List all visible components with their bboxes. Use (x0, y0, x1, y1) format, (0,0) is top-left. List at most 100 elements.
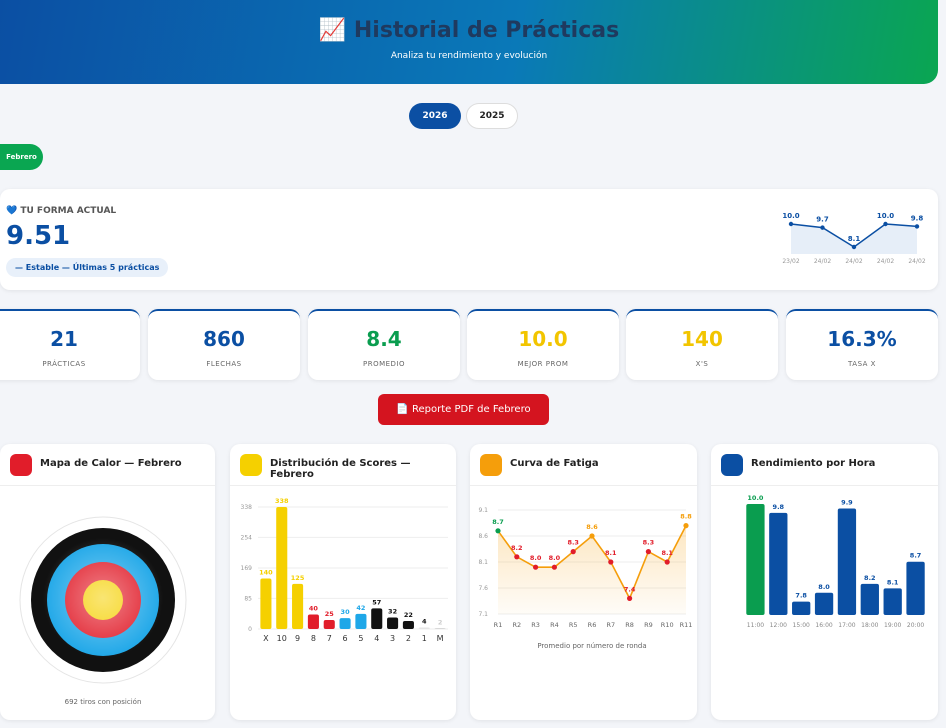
x-tick-label: 10 (277, 634, 287, 643)
point (533, 564, 539, 570)
bar (371, 608, 383, 629)
month-pill[interactable]: Febrero (0, 144, 43, 170)
stat-label: X'S (695, 360, 709, 368)
y-tick-label: 7.1 (478, 611, 488, 618)
point (514, 554, 520, 560)
chart-title: Mapa de Calor — Febrero (40, 458, 182, 469)
value-label: 42 (356, 604, 365, 612)
divider (230, 485, 456, 486)
point (851, 244, 857, 250)
chart-card: Distribución de Scores — Febrero 0 85 169 25… (230, 444, 456, 720)
x-tick-label: 4 (374, 634, 379, 643)
form-label-text: TU FORMA ACTUAL (20, 206, 117, 216)
x-tick-label: R6 (588, 621, 597, 629)
y-tick-label: 8.6 (478, 533, 488, 540)
bar (860, 583, 879, 615)
chart-card: Curva de Fatiga 7.1 7.6 8.1 8.6 9.1 8.7 R1 8.2 R2… (470, 444, 697, 720)
bar (769, 512, 788, 615)
value-label: 8.0 (549, 554, 561, 562)
y-tick-label: 0 (248, 626, 252, 633)
stat-card: 8.4 PROMEDIO (308, 309, 460, 380)
point (788, 221, 794, 227)
bar (339, 618, 351, 629)
x-tick-label: 11:00 (747, 622, 764, 629)
y-tick-label: 169 (241, 565, 253, 572)
x-tick-label: R1 (494, 621, 503, 629)
bar (307, 614, 319, 629)
value-label: 7.8 (795, 592, 807, 600)
chart: 10.0 11:00 9.8 12:00 7.8 15:00 8.0 16:00 9.9 17:0… (746, 494, 925, 629)
value-label: 22 (404, 611, 413, 619)
value-label: 140 (259, 568, 273, 576)
bar (355, 613, 367, 629)
bar (883, 588, 902, 615)
value-label: 8.8 (680, 513, 692, 521)
bar (814, 592, 834, 615)
point (551, 564, 557, 570)
point (608, 559, 614, 565)
bar (402, 621, 414, 629)
x-tick-label: R3 (531, 621, 540, 629)
x-tick-label: 6 (343, 634, 348, 643)
value-label: 10.0 (747, 494, 764, 502)
stat-label: MEJOR PROM (517, 360, 569, 368)
form-value: 9.51 (6, 221, 71, 251)
bar (418, 627, 430, 629)
icon (240, 454, 262, 476)
y-tick-label: 338 (241, 504, 253, 511)
x-tick-label: 23/02 (782, 258, 799, 265)
stat-card: 21 PRÁCTICAS (0, 309, 140, 380)
x-tick-label: 17:00 (838, 622, 855, 629)
pdf-button-text: Reporte PDF de Febrero (412, 404, 531, 415)
stat-card: 16.3% TASA X (786, 309, 938, 380)
value-label: 8.1 (661, 549, 673, 557)
point (683, 523, 689, 529)
value-label: 9.9 (841, 498, 853, 506)
value-label: 32 (388, 607, 397, 615)
year-button[interactable]: 2025 (466, 103, 518, 129)
stat-label: FLECHAS (206, 360, 242, 368)
stat-label: PRÁCTICAS (42, 360, 86, 368)
value-label: 8.1 (848, 235, 861, 243)
stat-value: 860 (203, 327, 245, 351)
value-label: 9.8 (773, 503, 785, 511)
x-tick-label: 18:00 (861, 622, 878, 629)
value-label: 7.4 (624, 585, 636, 593)
stat-label: TASA X (848, 360, 876, 368)
value-label: 8.3 (643, 539, 655, 547)
point (820, 225, 825, 230)
y-tick-label: 9.1 (478, 507, 488, 514)
x-tick-label: 2 (406, 634, 411, 643)
bar (837, 508, 857, 615)
icon (480, 454, 502, 476)
x-tick-label: 24/02 (908, 258, 925, 265)
value-label: 8.3 (567, 539, 579, 547)
bar (387, 617, 399, 629)
divider (0, 485, 215, 486)
sparkline: 10.0 23/02 9.7 24/02 8.1 24/02 10.0 24/02 9.8 24/… (782, 212, 925, 265)
chart: 7.1 7.6 8.1 8.6 9.1 8.7 R1 8.2 R2 8.0 R3 8.0 R4 8.3 R5… (478, 507, 692, 650)
value-label: 8.1 (605, 549, 617, 557)
year-button[interactable]: 2026 (409, 103, 461, 129)
value-label: 57 (372, 598, 381, 606)
stat-card: 10.0 MEJOR PROM (467, 309, 619, 380)
x-tick-label: R5 (569, 621, 578, 629)
point (589, 533, 595, 539)
x-tick-label: M (437, 634, 444, 643)
pdf-button[interactable]: 📄 Reporte PDF de Febrero (378, 394, 549, 425)
chart-card: Mapa de Calor — Febrero 692 tiros con pos… (0, 444, 215, 720)
chart: 085169254338140X338101259408257306425574… (241, 497, 448, 643)
value-label: 338 (275, 497, 289, 505)
value-label: 9.8 (911, 214, 924, 222)
value-label: 8.7 (492, 518, 504, 526)
x-tick-label: R9 (644, 621, 653, 629)
sparkline-area (791, 224, 917, 254)
bar (323, 619, 335, 629)
x-tick-label: 12:00 (770, 622, 787, 629)
point (883, 221, 888, 227)
value-label: 8.7 (910, 552, 922, 560)
icon (10, 454, 32, 476)
value-label: 10.0 (782, 212, 799, 220)
chart-title: Rendimiento por Hora (751, 458, 876, 469)
